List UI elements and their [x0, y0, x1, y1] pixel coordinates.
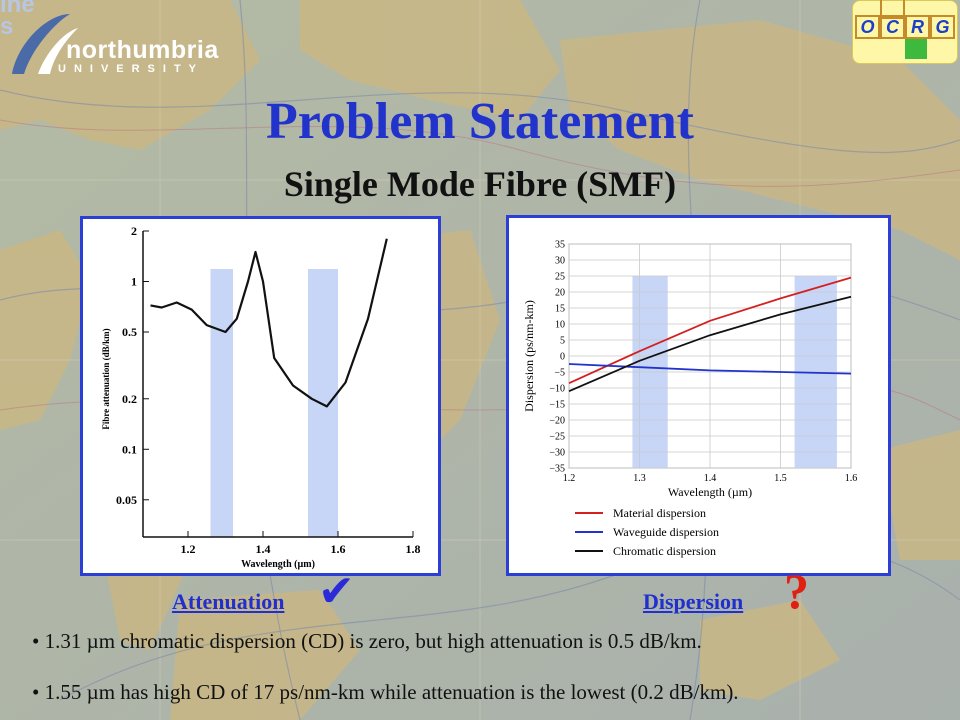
dispersion-y-tick-label: −15 — [549, 400, 565, 411]
bullet-1550nm: • 1.55 µm has high CD of 17 ps/nm-km whi… — [32, 680, 739, 704]
dispersion-x-axis-label: Wavelength (µm) — [668, 485, 752, 499]
slide-title: Problem Statement — [266, 93, 694, 150]
dispersion-legend-label-3: Chromatic dispersion — [613, 544, 716, 558]
ocrg-letter-g: G — [930, 15, 955, 39]
dispersion-y-tick-label: −10 — [549, 384, 565, 395]
attenuation-band-2 — [308, 269, 338, 537]
attenuation-x-tick-label: 1.4 — [256, 542, 271, 556]
dispersion-x-tick-label: 1.4 — [704, 473, 717, 484]
ocrg-letter-o: O — [855, 15, 880, 39]
attenuation-curve — [150, 238, 388, 408]
attenuation-x-tick-label: 1.6 — [331, 542, 346, 556]
ocrg-green-square — [905, 39, 927, 59]
attenuation-x-axis-label: Wavelength (µm) — [241, 559, 315, 570]
dispersion-x-tick-label: 1.2 — [563, 473, 576, 484]
dispersion-y-tick-label: −35 — [549, 464, 565, 475]
attenuation-y-tick-label: 0.05 — [116, 493, 137, 507]
attenuation-x-tick-label: 1.8 — [406, 542, 421, 556]
dispersion-y-tick-label: −25 — [549, 432, 565, 443]
bullet-1310nm: • 1.31 µm chromatic dispersion (CD) is z… — [32, 629, 702, 653]
attenuation-band-1 — [210, 269, 233, 537]
dispersion-y-tick-label: −30 — [549, 448, 565, 459]
dispersion-legend-label-1: Material dispersion — [613, 506, 706, 520]
university-wordmark: UNIVERSITY — [58, 63, 205, 75]
attenuation-chart: 2 1 0.5 0.2 0.1 0.05 1.2 1.4 1.6 1.8 Wavelength (µ… — [101, 224, 421, 570]
ocrg-logo: O C R G — [852, 0, 958, 64]
attenuation-y-axis-label: Fibre attenuation (dB/km) — [101, 328, 111, 429]
dispersion-x-tick-label: 1.6 — [845, 473, 858, 484]
attenuation-y-tick-label: 2 — [131, 224, 137, 238]
dispersion-y-tick-label: 35 — [555, 240, 565, 251]
slide-subtitle: Single Mode Fibre (SMF) — [283, 164, 677, 204]
dispersion-x-tick-label: 1.5 — [774, 473, 787, 484]
dispersion-y-tick-label: 5 — [560, 336, 565, 347]
ocrg-letter-r: R — [905, 15, 930, 39]
dispersion-y-tick-label: 30 — [555, 256, 565, 267]
dispersion-series-line-2 — [568, 363, 852, 375]
dispersion-label[interactable]: Dispersion — [643, 589, 744, 614]
dispersion-y-tick-label: −5 — [554, 368, 565, 379]
dispersion-legend-label-2: Waveguide dispersion — [613, 525, 719, 539]
dispersion-y-tick-label: 10 — [555, 320, 565, 331]
attenuation-label[interactable]: Attenuation — [172, 589, 285, 614]
dispersion-y-axis-label: Dispersion (ps/nm-km) — [522, 300, 536, 412]
northumbria-wordmark: northumbria — [66, 36, 219, 64]
ocrg-top-cell — [880, 0, 905, 19]
northumbria-swoosh-icon — [12, 14, 78, 74]
northumbria-logo: northumbria UNIVERSITY — [8, 6, 228, 76]
dispersion-series-line-1 — [568, 276, 852, 385]
dispersion-y-tick-label: −20 — [549, 416, 565, 427]
dispersion-y-tick-label: 0 — [560, 352, 565, 363]
dispersion-x-tick-label: 1.3 — [633, 473, 646, 484]
attenuation-chart-panel: 2 1 0.5 0.2 0.1 0.05 1.2 1.4 1.6 1.8 Wavelength (µ… — [80, 216, 441, 576]
attenuation-y-tick-label: 0.5 — [122, 325, 137, 339]
attenuation-y-tick-label: 1 — [131, 275, 137, 289]
attenuation-y-tick-label: 0.1 — [122, 442, 137, 456]
dispersion-series-line-3 — [568, 295, 852, 393]
dispersion-y-tick-label: 20 — [555, 288, 565, 299]
dispersion-chart-panel: 35 30 25 20 15 10 5 0 −5 −10 −15 −20 −25 −30 −35 1.2 1.3… — [506, 215, 891, 576]
dispersion-y-tick-label: 25 — [555, 272, 565, 283]
ocrg-letter-c: C — [880, 15, 905, 39]
check-mark-icon: ✔ — [318, 567, 355, 616]
dispersion-y-tick-label: 15 — [555, 304, 565, 315]
dispersion-chart: 35 30 25 20 15 10 5 0 −5 −10 −15 −20 −25 −30 −351.2 1.3… — [522, 240, 858, 559]
attenuation-x-tick-label: 1.2 — [181, 542, 196, 556]
corner-text-fragment: ine s — [0, 0, 35, 40]
attenuation-y-tick-label: 0.2 — [122, 392, 137, 406]
question-mark-icon: ? — [784, 563, 809, 619]
